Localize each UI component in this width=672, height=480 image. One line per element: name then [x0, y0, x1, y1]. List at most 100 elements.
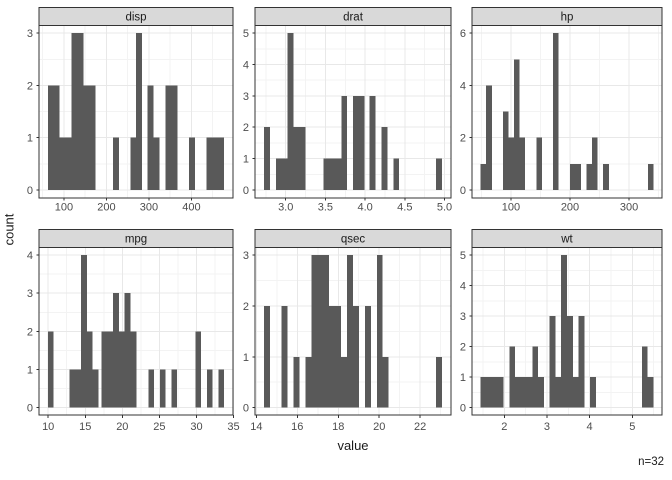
- histogram-bar: [555, 377, 562, 408]
- histogram-bar: [311, 255, 318, 408]
- histogram-bar: [206, 369, 213, 408]
- y-tick-label: 0: [460, 403, 466, 415]
- x-tick-label: 300: [140, 202, 158, 214]
- histogram-bar: [358, 95, 365, 190]
- histogram-bar: [147, 85, 154, 190]
- histogram-bar: [281, 158, 288, 190]
- y-tick-label: 4: [27, 250, 33, 262]
- histogram-bar: [281, 305, 288, 408]
- histogram-bar: [486, 85, 492, 190]
- histogram-bar: [376, 255, 383, 408]
- histogram-bar: [347, 255, 353, 408]
- histogram-bar: [436, 158, 443, 190]
- facet-strip-label: qsec: [341, 234, 366, 246]
- histogram-bar: [47, 85, 54, 190]
- histogram-bar: [69, 369, 76, 408]
- y-tick-label: 2: [243, 301, 249, 313]
- histogram-bar: [341, 356, 348, 408]
- y-tick-label: 4: [243, 60, 249, 72]
- y-tick-label: 2: [27, 80, 33, 92]
- histogram-bar: [112, 137, 119, 190]
- histogram-bar: [364, 305, 371, 408]
- y-tick-label: 5: [460, 250, 466, 262]
- histogram-bar: [382, 356, 389, 408]
- histogram-bar: [275, 158, 282, 190]
- x-tick-label: 100: [55, 202, 73, 214]
- x-tick-label: 20: [373, 421, 385, 433]
- x-tick-label: 10: [42, 421, 54, 433]
- y-tick-label: 3: [460, 311, 466, 323]
- histogram-bar: [352, 95, 359, 190]
- facet-strip: [471, 7, 663, 26]
- histogram-bar: [381, 127, 388, 190]
- histogram-bar: [569, 163, 576, 190]
- facet-strip-label: hp: [561, 12, 574, 24]
- x-tick-label: 3.5: [318, 202, 333, 214]
- histogram-bar: [130, 331, 137, 408]
- y-tick-label: 0: [243, 403, 249, 415]
- y-tick-label: 2: [460, 342, 466, 354]
- histogram-bar: [519, 137, 526, 190]
- histogram-bar: [486, 377, 493, 408]
- histogram-bar: [293, 356, 300, 408]
- y-tick-label: 1: [243, 154, 249, 166]
- y-tick-label: 0: [27, 403, 33, 415]
- facet-panel-qsec: qsec 14 16 18 20 22 0 1 2 3: [243, 229, 452, 433]
- y-axis-title: count: [1, 213, 17, 246]
- histogram-bar: [136, 33, 143, 190]
- histogram-bar: [515, 377, 521, 408]
- histogram-bar: [263, 127, 270, 190]
- histogram-bar: [287, 33, 294, 190]
- histogram-bar: [329, 158, 336, 190]
- histogram-bar: [83, 85, 90, 190]
- histogram-bar: [335, 305, 342, 408]
- histogram-bar: [647, 163, 654, 190]
- histogram-bar: [323, 255, 330, 408]
- histogram-bar: [647, 377, 654, 408]
- x-tick-label: 5.0: [437, 202, 452, 214]
- histogram-bar: [508, 137, 515, 190]
- facet-strip: [254, 7, 452, 26]
- y-tick-label: 4: [460, 80, 466, 92]
- histogram-bar: [89, 85, 96, 190]
- histogram-bar: [153, 137, 160, 190]
- facet-panel-mpg: mpg 10 15 20 25 30 35 0 1 2 3 4: [27, 229, 240, 433]
- x-tick-label: 15: [79, 421, 91, 433]
- histogram-bar: [509, 346, 516, 408]
- histogram-bar: [188, 137, 195, 190]
- histogram-bar: [590, 377, 596, 408]
- histogram-bar: [492, 377, 498, 408]
- x-axis-title: value: [337, 438, 369, 453]
- y-tick-label: 1: [243, 352, 249, 364]
- x-tick-label: 35: [227, 421, 239, 433]
- histogram-bar: [586, 163, 593, 190]
- x-tick-label: 18: [332, 421, 344, 433]
- x-tick-label: 300: [620, 202, 638, 214]
- histogram-bar: [165, 85, 172, 190]
- x-tick-label: 200: [97, 202, 115, 214]
- histogram-bar: [305, 356, 312, 408]
- x-tick-label: 22: [414, 421, 426, 433]
- histogram-bar: [148, 369, 155, 408]
- histogram-bar: [592, 137, 598, 190]
- histogram-bar: [480, 377, 487, 408]
- histogram-bar: [502, 111, 509, 190]
- facet-panel-hp: hp 100 200 300 0 2 4 6: [460, 7, 663, 214]
- y-tick-label: 0: [243, 185, 249, 197]
- x-tick-label: 100: [502, 202, 520, 214]
- histogram-bar: [86, 331, 93, 408]
- histogram-bar: [81, 255, 87, 408]
- sample-size-annotation: n=32: [638, 456, 664, 468]
- facet-strip: [38, 7, 234, 26]
- y-tick-label: 2: [243, 122, 249, 134]
- histogram-bar: [299, 127, 306, 190]
- histogram-bar: [549, 316, 556, 408]
- facet-strip-label: drat: [343, 12, 364, 24]
- histogram-bar: [514, 59, 520, 190]
- histogram-bar: [520, 377, 527, 408]
- facet-strip-label: mpg: [125, 234, 147, 246]
- x-tick-label: 14: [250, 421, 262, 433]
- facet-panel-disp: disp 100 200 300 400 0 1 2 3: [27, 7, 234, 214]
- histogram-bar: [323, 158, 330, 190]
